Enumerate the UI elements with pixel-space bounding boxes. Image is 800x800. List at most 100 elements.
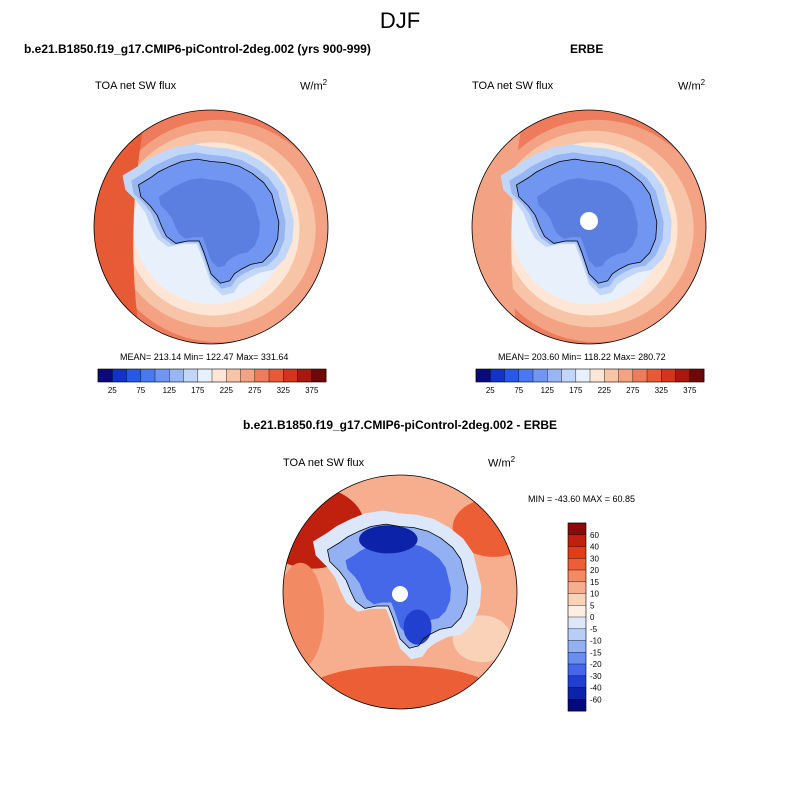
colorbar-tick-label: 40 (590, 543, 599, 552)
panel-1-title: b.e21.B1850.f19_g17.CMIP6-piControl-2deg… (24, 42, 371, 56)
colorbar-swatch (632, 369, 648, 382)
colorbar-swatch (647, 369, 662, 382)
colorbar-swatch (533, 369, 548, 382)
panel-2-stats: MEAN= 203.60 Min= 118.22 Max= 280.72 (498, 352, 666, 362)
map-field (472, 110, 706, 344)
colorbar-swatch (568, 652, 586, 665)
colorbar-erbe: 25 75 125 175 225 275 325 375 (475, 368, 705, 395)
panel-3-stats: MIN = -43.60 MAX = 60.85 (528, 494, 636, 504)
colorbar-swatch (568, 675, 586, 688)
colorbar-tick-label: 75 (514, 386, 523, 395)
panel-1-stats: MEAN= 213.14 Min= 122.47 Max= 331.64 (120, 352, 289, 362)
colorbar-tick-label: 125 (541, 386, 555, 395)
colorbar-tick-label: 275 (248, 386, 262, 395)
colorbar-tick-label: 5 (590, 601, 595, 610)
panel-2-title: ERBE (570, 42, 604, 56)
panel-2-variable: TOA net SW flux (472, 80, 554, 92)
colorbar-swatch (169, 369, 184, 382)
colorbar-tick-label: 15 (590, 578, 599, 587)
colorbar-tick-label: 275 (626, 386, 640, 395)
missing-pole (392, 586, 408, 602)
colorbar-swatch (112, 369, 127, 382)
colorbar-swatch (675, 369, 691, 382)
colorbar-frame (97, 368, 327, 383)
map-difference-toa-sw (282, 474, 518, 710)
colorbar-swatch (504, 369, 520, 382)
colorbar-swatch (240, 369, 256, 382)
colorbar-tick-label: 325 (655, 386, 669, 395)
colorbar-swatch (311, 369, 327, 382)
colorbar-tick-label: 25 (486, 386, 495, 395)
page-title: DJF (379, 8, 421, 33)
colorbar-tick-label: -15 (590, 648, 602, 657)
colorbar-swatch (126, 369, 142, 382)
coastline (327, 523, 469, 649)
map-model-toa-sw (93, 109, 329, 345)
colorbar-swatch (490, 369, 505, 382)
colorbar-tick-label: 225 (598, 386, 612, 395)
colorbar-swatch (618, 369, 634, 382)
colorbar-tick-label: 10 (590, 590, 599, 599)
field-negative-strong (403, 609, 432, 645)
colorbar-tick-label: -60 (590, 695, 602, 704)
panel-3-title: b.e21.B1850.f19_g17.CMIP6-piControl-2deg… (242, 418, 558, 432)
colorbar-swatch (568, 687, 586, 700)
colorbar-tick-label: -10 (590, 637, 602, 646)
colorbar-swatch (568, 664, 586, 677)
colorbar-swatch (568, 593, 586, 606)
colorbar-swatch (547, 369, 562, 382)
colorbar-swatch (568, 617, 586, 630)
colorbar-tick-label: 225 (220, 386, 234, 395)
field-negative-strong (359, 525, 418, 554)
coastline (138, 158, 280, 284)
colorbar-swatch (518, 369, 534, 382)
colorbar-swatch (212, 369, 227, 382)
colorbar-swatch (254, 369, 270, 382)
colorbar-tick-label: -20 (590, 660, 602, 669)
panel-1-units: W/m2 (300, 78, 328, 93)
colorbar-frame (475, 368, 705, 383)
map-border (282, 474, 518, 710)
colorbar-swatch (197, 369, 213, 382)
colorbar-swatch (297, 369, 313, 382)
panel-2-units: W/m2 (678, 78, 706, 93)
panel-1-variable: TOA net SW flux (95, 80, 177, 92)
colorbar-swatch (561, 369, 577, 382)
colorbar-swatch (568, 558, 586, 571)
panel-3-variable: TOA net SW flux (283, 457, 365, 469)
map-border (471, 109, 707, 345)
colorbar-swatch (604, 369, 619, 382)
map-field (283, 475, 517, 709)
colorbar-swatch (568, 640, 586, 653)
colorbar-swatch (226, 369, 241, 382)
colorbar-swatch (476, 369, 491, 382)
colorbar-swatch (140, 369, 156, 382)
land-interior (158, 178, 260, 268)
colorbar-tick-label: 375 (305, 386, 319, 395)
colorbar-swatch (98, 369, 113, 382)
colorbar-swatch (568, 523, 586, 536)
colorbar-swatch (568, 534, 586, 547)
colorbar-tick-label: -5 (590, 625, 598, 634)
colorbar-swatch (568, 570, 586, 583)
colorbar-swatch (283, 369, 298, 382)
colorbar-swatch (568, 546, 586, 559)
colorbar-tick-label: 325 (277, 386, 291, 395)
colorbar-tick-label: -30 (590, 672, 602, 681)
colorbar-model: 25 75 125 175 225 275 325 375 (97, 368, 327, 395)
field-positive (306, 665, 494, 709)
map-field (94, 110, 328, 344)
colorbar-frame (567, 522, 587, 712)
colorbar-swatch (590, 369, 605, 382)
coastline (516, 158, 658, 284)
colorbar-tick-label: 25 (108, 386, 117, 395)
colorbar-swatch (568, 581, 586, 594)
colorbar-swatch (568, 699, 586, 712)
colorbar-swatch (568, 628, 586, 641)
colorbar-swatch (689, 369, 705, 382)
colorbar-tick-label: 30 (590, 554, 599, 563)
missing-pole (580, 212, 598, 230)
colorbar-swatch (183, 369, 199, 382)
panel-3-units: W/m2 (488, 455, 516, 470)
